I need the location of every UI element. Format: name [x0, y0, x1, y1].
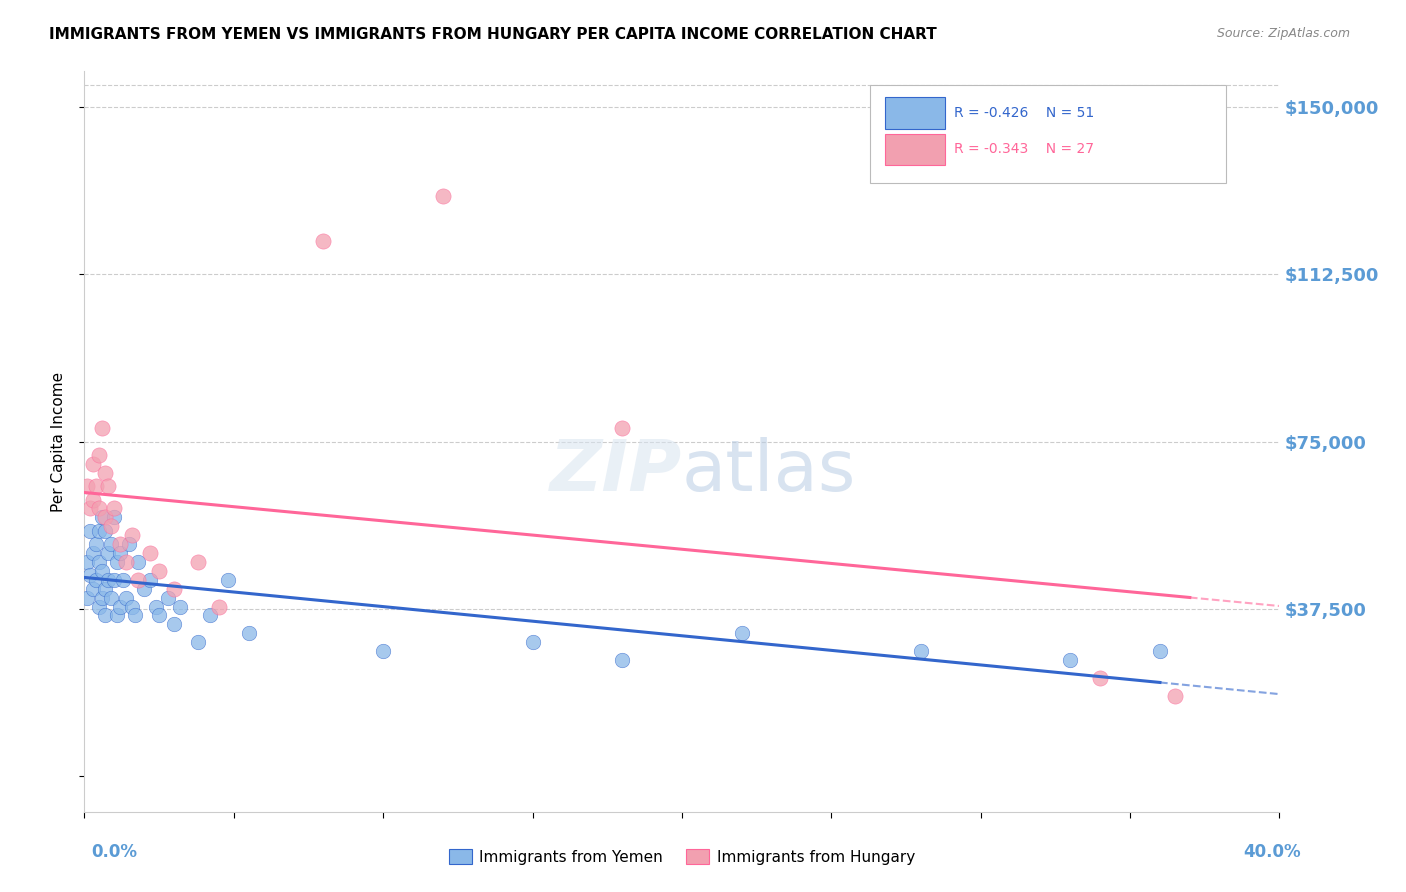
Legend: Immigrants from Yemen, Immigrants from Hungary: Immigrants from Yemen, Immigrants from H…: [443, 843, 921, 871]
Point: [100, 537, 122, 551]
Point: [522, 635, 544, 649]
Point: [238, 626, 260, 640]
Point: [91, 421, 114, 435]
Point: [94, 608, 117, 623]
Point: [86, 573, 108, 587]
Point: [76, 555, 98, 569]
Point: [97, 479, 120, 493]
Point: [110, 537, 132, 551]
Point: [163, 617, 186, 632]
Point: [115, 591, 138, 605]
Point: [91, 510, 114, 524]
Point: [145, 599, 167, 614]
Point: [86, 537, 108, 551]
Point: [1090, 671, 1112, 685]
Point: [94, 510, 117, 524]
Point: [82, 546, 104, 560]
Point: [103, 501, 125, 516]
Point: [132, 582, 156, 596]
Point: [121, 528, 143, 542]
Y-axis label: Per Capita Income: Per Capita Income: [51, 371, 66, 512]
Point: [76, 479, 98, 493]
Point: [373, 644, 395, 658]
Point: [86, 479, 108, 493]
FancyBboxPatch shape: [870, 85, 1226, 183]
Point: [105, 555, 128, 569]
Point: [612, 421, 634, 435]
Text: ZIP: ZIP: [550, 437, 682, 506]
Point: [1164, 689, 1187, 703]
Point: [103, 510, 125, 524]
Point: [89, 448, 111, 462]
Point: [157, 591, 180, 605]
Point: [731, 626, 754, 640]
Point: [91, 591, 114, 605]
Point: [100, 591, 122, 605]
Point: [121, 599, 143, 614]
Point: [127, 555, 149, 569]
Point: [118, 537, 141, 551]
Point: [187, 635, 209, 649]
FancyBboxPatch shape: [886, 134, 945, 165]
Point: [94, 582, 117, 596]
Point: [94, 524, 117, 538]
Point: [94, 466, 117, 480]
Point: [89, 555, 111, 569]
Point: [127, 573, 149, 587]
Point: [82, 492, 104, 507]
FancyBboxPatch shape: [886, 97, 945, 129]
Text: R = -0.343    N = 27: R = -0.343 N = 27: [953, 143, 1094, 156]
Point: [76, 591, 98, 605]
Point: [110, 546, 132, 560]
Point: [139, 573, 162, 587]
Point: [612, 653, 634, 667]
Text: Source: ZipAtlas.com: Source: ZipAtlas.com: [1216, 27, 1350, 40]
Point: [100, 519, 122, 533]
Point: [79, 524, 101, 538]
Text: IMMIGRANTS FROM YEMEN VS IMMIGRANTS FROM HUNGARY PER CAPITA INCOME CORRELATION C: IMMIGRANTS FROM YEMEN VS IMMIGRANTS FROM…: [49, 27, 936, 42]
Point: [91, 564, 114, 578]
Point: [110, 599, 132, 614]
Point: [97, 573, 120, 587]
Text: 0.0%: 0.0%: [91, 843, 138, 861]
Point: [187, 555, 209, 569]
Point: [124, 608, 146, 623]
Point: [89, 501, 111, 516]
Point: [148, 564, 170, 578]
Point: [112, 573, 135, 587]
Point: [1149, 644, 1171, 658]
Point: [105, 608, 128, 623]
Point: [82, 582, 104, 596]
Point: [103, 573, 125, 587]
Point: [89, 599, 111, 614]
Point: [910, 644, 932, 658]
Text: 40.0%: 40.0%: [1243, 843, 1301, 861]
Point: [312, 234, 335, 248]
Point: [79, 501, 101, 516]
Point: [139, 546, 162, 560]
Point: [82, 457, 104, 471]
Point: [79, 568, 101, 582]
Point: [432, 189, 454, 203]
Point: [89, 524, 111, 538]
Point: [115, 555, 138, 569]
Point: [163, 582, 186, 596]
Point: [198, 608, 221, 623]
Point: [97, 546, 120, 560]
Text: R = -0.426    N = 51: R = -0.426 N = 51: [953, 106, 1094, 120]
Text: atlas: atlas: [682, 437, 856, 506]
Point: [169, 599, 191, 614]
Point: [148, 608, 170, 623]
Point: [208, 599, 231, 614]
Point: [1059, 653, 1081, 667]
Point: [217, 573, 239, 587]
